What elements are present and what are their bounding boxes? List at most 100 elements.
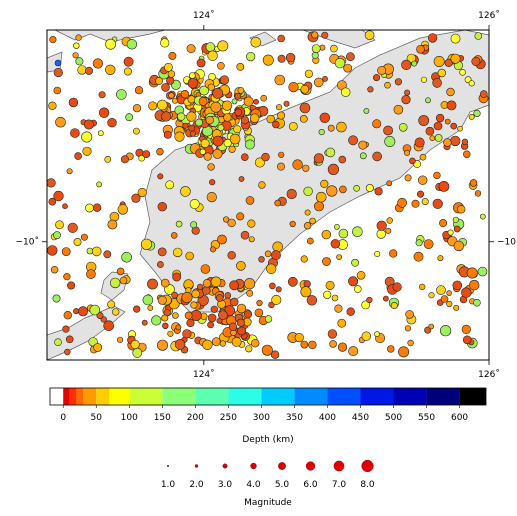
earthquake-marker (157, 339, 169, 351)
earthquake-marker (244, 139, 255, 150)
earthquake-marker (436, 285, 446, 295)
earthquake-marker (330, 239, 340, 249)
earthquake-marker (91, 246, 102, 257)
earthquake-marker (244, 278, 256, 290)
depth-color-band (162, 388, 196, 405)
earthquake-events (47, 30, 489, 359)
earthquake-marker (294, 333, 304, 343)
earthquake-marker (195, 118, 203, 127)
earthquake-marker (261, 344, 273, 356)
earthquake-marker (365, 184, 374, 193)
earthquake-marker (461, 287, 472, 298)
earthquake-marker (157, 99, 168, 111)
earthquake-marker (207, 83, 215, 91)
earthquake-marker (374, 187, 383, 196)
earthquake-marker (175, 324, 182, 331)
lon-label-top: 124˚ (193, 10, 215, 21)
earthquake-marker (266, 263, 277, 274)
earthquake-marker (253, 99, 259, 105)
earthquake-marker (376, 229, 386, 239)
earthquake-marker (440, 325, 452, 337)
earthquake-marker (245, 196, 255, 205)
earthquake-marker (416, 44, 425, 54)
earthquake-marker (303, 222, 312, 230)
earthquake-marker (200, 264, 211, 274)
earthquake-marker (227, 251, 236, 260)
earthquake-marker (274, 199, 282, 207)
earthquake-marker (452, 216, 460, 223)
earthquake-marker (160, 38, 170, 48)
earthquake-marker (374, 251, 381, 258)
earthquake-marker (132, 127, 140, 135)
earthquake-marker (96, 181, 102, 188)
earthquake-marker (119, 276, 128, 285)
earthquake-marker (356, 270, 366, 280)
depth-tick-label: 550 (418, 413, 435, 423)
earthquake-marker (319, 44, 326, 51)
earthquake-marker (468, 80, 475, 87)
earthquake-marker (459, 69, 466, 76)
earthquake-marker (474, 32, 483, 40)
depth-tick-label: 200 (187, 413, 204, 423)
earthquake-marker (271, 294, 282, 305)
earthquake-marker (174, 131, 185, 142)
earthquake-marker (54, 59, 62, 67)
earthquake-marker (258, 181, 266, 189)
earthquake-marker (453, 240, 464, 252)
magnitude-marker (278, 462, 286, 470)
earthquake-marker (207, 50, 218, 61)
earthquake-marker (202, 339, 213, 350)
earthquake-marker (318, 129, 325, 136)
earthquake-marker (306, 295, 318, 306)
earthquake-marker (142, 150, 151, 158)
earthquake-marker (209, 179, 216, 186)
depth-tick-label: 50 (91, 413, 103, 423)
earthquake-marker (161, 111, 172, 122)
earthquake-marker (210, 246, 217, 253)
earthquake-marker (187, 95, 196, 104)
depth-color-band (459, 388, 486, 405)
earthquake-marker (304, 69, 314, 78)
earthquake-marker (53, 231, 61, 240)
earthquake-marker (85, 66, 94, 75)
depth-color-band (195, 388, 229, 405)
earthquake-marker (300, 340, 309, 349)
earthquake-marker (132, 104, 142, 113)
earthquake-marker (407, 339, 414, 347)
earthquake-marker (98, 107, 110, 118)
latitude-ticks: −10˚ −10 (16, 237, 517, 248)
earthquake-marker (174, 339, 186, 350)
earthquake-marker (72, 52, 79, 59)
depth-color-band (426, 388, 460, 405)
earthquake-marker (447, 229, 454, 236)
earthquake-marker (126, 39, 138, 50)
earthquake-marker (123, 56, 134, 67)
earthquake-marker (223, 216, 230, 223)
earthquake-marker (161, 314, 169, 322)
earthquake-marker (321, 229, 331, 240)
earthquake-marker (185, 251, 194, 261)
earthquake-marker (351, 258, 359, 267)
earthquake-marker (320, 179, 329, 188)
earthquake-marker (272, 120, 280, 129)
earthquake-marker (78, 306, 89, 317)
earthquake-marker (63, 311, 73, 320)
earthquake-marker (55, 220, 64, 230)
earthquake-marker (352, 226, 363, 237)
earthquake-marker (336, 254, 342, 260)
earthquake-marker (186, 318, 195, 328)
earthquake-marker (446, 300, 453, 308)
earthquake-marker (250, 113, 260, 123)
earthquake-marker (236, 318, 245, 327)
earthquake-marker (246, 289, 254, 297)
earthquake-marker (212, 135, 224, 147)
earthquake-marker (287, 276, 298, 287)
earthquake-marker (62, 203, 68, 209)
earthquake-marker (117, 204, 129, 215)
earthquake-marker (331, 294, 339, 302)
earthquake-marker (50, 266, 59, 274)
earthquake-marker (166, 76, 175, 85)
earthquake-marker (116, 336, 124, 343)
earthquake-marker (433, 121, 443, 131)
magnitude-marker (222, 463, 228, 469)
